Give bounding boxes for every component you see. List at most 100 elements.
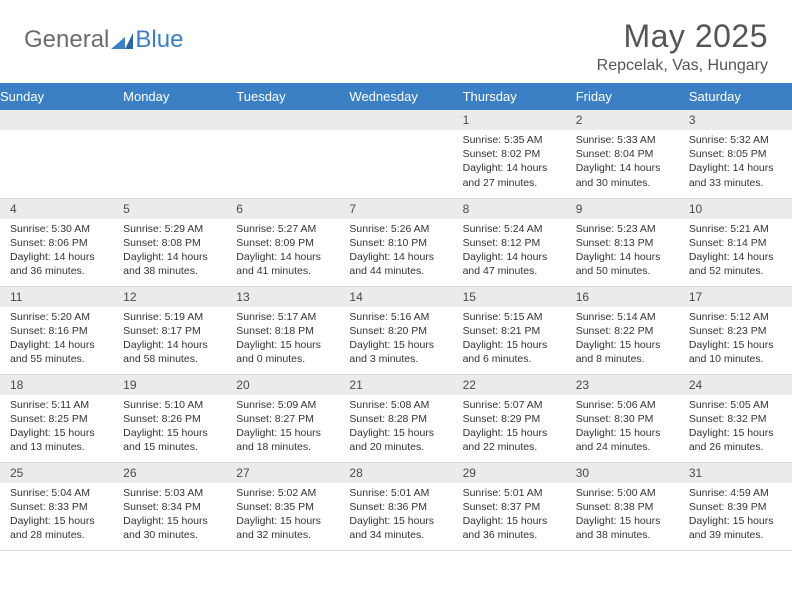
day-details: Sunrise: 5:02 AMSunset: 8:35 PMDaylight:… <box>226 483 339 549</box>
calendar-day-cell: 3Sunrise: 5:32 AMSunset: 8:05 PMDaylight… <box>679 110 792 198</box>
weekday-header: Wednesday <box>339 83 452 110</box>
header: General Blue May 2025 Repcelak, Vas, Hun… <box>0 0 792 83</box>
calendar-day-cell: 19Sunrise: 5:10 AMSunset: 8:26 PMDayligh… <box>113 374 226 462</box>
day-number: 7 <box>339 199 452 219</box>
day-number: 6 <box>226 199 339 219</box>
day-details: Sunrise: 5:01 AMSunset: 8:37 PMDaylight:… <box>453 483 566 549</box>
day-number: 22 <box>453 375 566 395</box>
day-details: Sunrise: 5:09 AMSunset: 8:27 PMDaylight:… <box>226 395 339 461</box>
calendar-day-cell: 15Sunrise: 5:15 AMSunset: 8:21 PMDayligh… <box>453 286 566 374</box>
day-details: Sunrise: 5:01 AMSunset: 8:36 PMDaylight:… <box>339 483 452 549</box>
calendar-day-cell: 20Sunrise: 5:09 AMSunset: 8:27 PMDayligh… <box>226 374 339 462</box>
weekday-header: Friday <box>566 83 679 110</box>
day-number: 10 <box>679 199 792 219</box>
calendar-day-cell: 17Sunrise: 5:12 AMSunset: 8:23 PMDayligh… <box>679 286 792 374</box>
day-details: Sunrise: 5:24 AMSunset: 8:12 PMDaylight:… <box>453 219 566 285</box>
day-number: 23 <box>566 375 679 395</box>
day-number: 27 <box>226 463 339 483</box>
title-block: May 2025 Repcelak, Vas, Hungary <box>597 18 768 75</box>
day-number: 5 <box>113 199 226 219</box>
day-details: Sunrise: 5:14 AMSunset: 8:22 PMDaylight:… <box>566 307 679 373</box>
day-details: Sunrise: 5:23 AMSunset: 8:13 PMDaylight:… <box>566 219 679 285</box>
day-number: 4 <box>0 199 113 219</box>
calendar-day-cell: 5Sunrise: 5:29 AMSunset: 8:08 PMDaylight… <box>113 198 226 286</box>
calendar-empty-cell <box>113 110 226 198</box>
calendar-day-cell: 30Sunrise: 5:00 AMSunset: 8:38 PMDayligh… <box>566 462 679 550</box>
day-details: Sunrise: 5:10 AMSunset: 8:26 PMDaylight:… <box>113 395 226 461</box>
month-title: May 2025 <box>597 18 768 55</box>
day-number-bar <box>226 110 339 130</box>
day-number-bar <box>113 110 226 130</box>
logo: General Blue <box>24 26 183 54</box>
day-details: Sunrise: 5:16 AMSunset: 8:20 PMDaylight:… <box>339 307 452 373</box>
weekday-header: Saturday <box>679 83 792 110</box>
day-number: 14 <box>339 287 452 307</box>
calendar-day-cell: 25Sunrise: 5:04 AMSunset: 8:33 PMDayligh… <box>0 462 113 550</box>
calendar-day-cell: 22Sunrise: 5:07 AMSunset: 8:29 PMDayligh… <box>453 374 566 462</box>
weekday-header: Sunday <box>0 83 113 110</box>
day-number: 17 <box>679 287 792 307</box>
calendar-day-cell: 4Sunrise: 5:30 AMSunset: 8:06 PMDaylight… <box>0 198 113 286</box>
calendar-day-cell: 1Sunrise: 5:35 AMSunset: 8:02 PMDaylight… <box>453 110 566 198</box>
day-number: 25 <box>0 463 113 483</box>
day-number: 20 <box>226 375 339 395</box>
day-details: Sunrise: 5:00 AMSunset: 8:38 PMDaylight:… <box>566 483 679 549</box>
day-details: Sunrise: 5:05 AMSunset: 8:32 PMDaylight:… <box>679 395 792 461</box>
weekday-header: Monday <box>113 83 226 110</box>
day-number: 28 <box>339 463 452 483</box>
day-details: Sunrise: 5:26 AMSunset: 8:10 PMDaylight:… <box>339 219 452 285</box>
day-number: 30 <box>566 463 679 483</box>
day-details: Sunrise: 5:06 AMSunset: 8:30 PMDaylight:… <box>566 395 679 461</box>
calendar-day-cell: 29Sunrise: 5:01 AMSunset: 8:37 PMDayligh… <box>453 462 566 550</box>
day-details: Sunrise: 5:04 AMSunset: 8:33 PMDaylight:… <box>0 483 113 549</box>
calendar-day-cell: 26Sunrise: 5:03 AMSunset: 8:34 PMDayligh… <box>113 462 226 550</box>
day-number: 12 <box>113 287 226 307</box>
calendar-day-cell: 6Sunrise: 5:27 AMSunset: 8:09 PMDaylight… <box>226 198 339 286</box>
day-number: 21 <box>339 375 452 395</box>
day-number: 9 <box>566 199 679 219</box>
day-number: 3 <box>679 110 792 130</box>
day-number: 11 <box>0 287 113 307</box>
day-number: 8 <box>453 199 566 219</box>
calendar-table: SundayMondayTuesdayWednesdayThursdayFrid… <box>0 83 792 551</box>
calendar-day-cell: 8Sunrise: 5:24 AMSunset: 8:12 PMDaylight… <box>453 198 566 286</box>
day-number-bar <box>0 110 113 130</box>
day-number: 18 <box>0 375 113 395</box>
calendar-day-cell: 18Sunrise: 5:11 AMSunset: 8:25 PMDayligh… <box>0 374 113 462</box>
day-number: 24 <box>679 375 792 395</box>
day-details: Sunrise: 5:32 AMSunset: 8:05 PMDaylight:… <box>679 130 792 196</box>
calendar-week-row: 25Sunrise: 5:04 AMSunset: 8:33 PMDayligh… <box>0 462 792 550</box>
calendar-week-row: 18Sunrise: 5:11 AMSunset: 8:25 PMDayligh… <box>0 374 792 462</box>
day-details: Sunrise: 5:19 AMSunset: 8:17 PMDaylight:… <box>113 307 226 373</box>
day-details: Sunrise: 5:33 AMSunset: 8:04 PMDaylight:… <box>566 130 679 196</box>
logo-mark-icon <box>111 31 133 49</box>
calendar-empty-cell <box>226 110 339 198</box>
day-details: Sunrise: 5:20 AMSunset: 8:16 PMDaylight:… <box>0 307 113 373</box>
logo-text-general: General <box>24 26 109 54</box>
weekday-header: Tuesday <box>226 83 339 110</box>
calendar-day-cell: 9Sunrise: 5:23 AMSunset: 8:13 PMDaylight… <box>566 198 679 286</box>
weekday-header: Thursday <box>453 83 566 110</box>
calendar-week-row: 4Sunrise: 5:30 AMSunset: 8:06 PMDaylight… <box>0 198 792 286</box>
calendar-day-cell: 24Sunrise: 5:05 AMSunset: 8:32 PMDayligh… <box>679 374 792 462</box>
day-details: Sunrise: 5:07 AMSunset: 8:29 PMDaylight:… <box>453 395 566 461</box>
calendar-empty-cell <box>339 110 452 198</box>
calendar-day-cell: 13Sunrise: 5:17 AMSunset: 8:18 PMDayligh… <box>226 286 339 374</box>
calendar-day-cell: 12Sunrise: 5:19 AMSunset: 8:17 PMDayligh… <box>113 286 226 374</box>
calendar-week-row: 1Sunrise: 5:35 AMSunset: 8:02 PMDaylight… <box>0 110 792 198</box>
calendar-day-cell: 11Sunrise: 5:20 AMSunset: 8:16 PMDayligh… <box>0 286 113 374</box>
day-number: 31 <box>679 463 792 483</box>
day-details: Sunrise: 5:12 AMSunset: 8:23 PMDaylight:… <box>679 307 792 373</box>
logo-text-blue: Blue <box>135 26 183 54</box>
calendar-week-row: 11Sunrise: 5:20 AMSunset: 8:16 PMDayligh… <box>0 286 792 374</box>
calendar-day-cell: 14Sunrise: 5:16 AMSunset: 8:20 PMDayligh… <box>339 286 452 374</box>
day-number: 26 <box>113 463 226 483</box>
day-details: Sunrise: 5:08 AMSunset: 8:28 PMDaylight:… <box>339 395 452 461</box>
calendar-day-cell: 16Sunrise: 5:14 AMSunset: 8:22 PMDayligh… <box>566 286 679 374</box>
day-number: 29 <box>453 463 566 483</box>
calendar-day-cell: 21Sunrise: 5:08 AMSunset: 8:28 PMDayligh… <box>339 374 452 462</box>
day-number: 13 <box>226 287 339 307</box>
calendar-day-cell: 31Sunrise: 4:59 AMSunset: 8:39 PMDayligh… <box>679 462 792 550</box>
day-details: Sunrise: 5:27 AMSunset: 8:09 PMDaylight:… <box>226 219 339 285</box>
day-details: Sunrise: 5:29 AMSunset: 8:08 PMDaylight:… <box>113 219 226 285</box>
